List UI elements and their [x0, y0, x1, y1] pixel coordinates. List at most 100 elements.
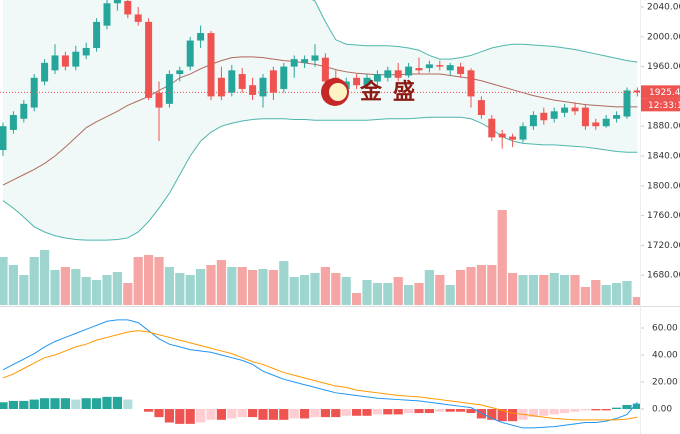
candle-body: [311, 55, 319, 61]
volume-bar: [622, 281, 632, 305]
macd-histogram-bar: [237, 409, 247, 418]
volume-bar: [435, 275, 445, 305]
macd-histogram-bar: [560, 409, 570, 414]
macd-histogram-bar: [487, 409, 497, 420]
volume-bar: [508, 273, 518, 305]
volume-bar: [185, 275, 195, 305]
candle-body: [509, 136, 517, 140]
candle-body: [30, 77, 38, 108]
macd-histogram-bar: [508, 409, 518, 422]
candle-body: [217, 77, 225, 97]
volume-bar: [102, 275, 112, 305]
macd-histogram-bar: [0, 402, 8, 410]
macd-histogram-bar: [310, 409, 320, 418]
macd-histogram-bar: [289, 409, 299, 419]
candle-body: [550, 111, 558, 119]
candle-body: [249, 85, 257, 95]
macd-histogram-bar: [164, 409, 174, 423]
watermark: 金 盛: [321, 78, 415, 106]
candle-body: [176, 70, 184, 75]
y-tick-label: 1800.00: [647, 181, 680, 191]
macd-histogram-bar: [50, 398, 60, 410]
macd-histogram-bar: [268, 409, 278, 420]
macd-histogram-bar: [456, 409, 466, 412]
price-panel: [0, 0, 640, 305]
candle-body: [290, 59, 298, 67]
macd-histogram-bar: [404, 409, 414, 414]
y-tick-label: 1960.00: [647, 62, 680, 72]
macd-histogram-bar: [362, 409, 372, 416]
last-price-label: 1925.44: [649, 88, 680, 98]
candle-body: [405, 66, 413, 76]
macd-histogram-bar: [580, 409, 590, 411]
candle-body: [228, 70, 236, 93]
macd-histogram-bar: [632, 403, 640, 410]
volume-bar: [258, 269, 268, 305]
candle-body: [269, 70, 277, 93]
macd-histogram-bar: [29, 399, 39, 410]
macd-histogram-bar: [19, 400, 29, 410]
macd-histogram-bar: [60, 398, 70, 410]
macd-histogram-bar: [601, 409, 611, 411]
volume-bar: [601, 285, 611, 305]
volume-bar: [456, 270, 466, 305]
candle-body: [384, 70, 392, 78]
candle-body: [51, 55, 59, 71]
candle-body: [394, 70, 402, 78]
volume-bar: [92, 280, 102, 305]
candle-body: [113, 0, 121, 4]
candle-body: [519, 126, 527, 140]
candle-body: [207, 33, 215, 97]
axis: 2040.002000.001960.001920.001880.001840.…: [640, 3, 680, 415]
volume-bar: [570, 275, 580, 305]
macd-histogram-bar: [92, 398, 102, 410]
candle-body: [529, 115, 537, 127]
candle-body: [280, 66, 288, 89]
volume-bar: [591, 280, 601, 305]
volume-bar: [476, 265, 486, 305]
candle-body: [498, 133, 506, 138]
candle-body: [425, 64, 433, 69]
volume-bar: [196, 269, 206, 305]
macd-histogram-bar: [123, 399, 133, 410]
candle-body: [613, 115, 621, 119]
volume-bar: [154, 257, 164, 305]
volume-bar: [289, 277, 299, 305]
candle-body: [592, 122, 600, 127]
candle-body: [72, 51, 80, 67]
macd-tick-label: 0.00: [652, 405, 672, 415]
volume-bar: [29, 257, 39, 305]
macd-histogram-bar: [102, 396, 112, 410]
volume-bar: [632, 297, 640, 305]
volume-bar: [248, 270, 258, 305]
volume-bar: [393, 277, 403, 305]
volume-bar: [539, 275, 549, 305]
macd-histogram-bar: [570, 409, 580, 412]
band-line: [2, 116, 638, 241]
volume-bar: [518, 275, 528, 305]
candle-body: [41, 62, 49, 82]
volume-bar: [71, 269, 81, 305]
volume-bar: [497, 210, 507, 305]
candle-body: [124, 1, 132, 15]
candle-body: [301, 59, 309, 63]
macd-histogram-bar: [279, 409, 289, 420]
volume-bar: [424, 270, 434, 305]
macd-histogram-bar: [539, 409, 549, 416]
macd-histogram-bar: [71, 399, 81, 410]
macd-histogram-bar: [144, 409, 154, 412]
volume-bar: [560, 275, 570, 305]
macd-histogram-bar: [112, 396, 122, 410]
band-line: [3, 0, 638, 63]
macd-tick-label: 40.00: [652, 350, 678, 360]
volume-bar: [50, 270, 60, 305]
band-line: [2, 56, 638, 186]
macd-histogram-bar: [476, 409, 486, 419]
candle-body: [623, 90, 631, 117]
volume-bar: [383, 283, 393, 305]
volume-bar: [123, 283, 133, 305]
macd-histogram-bar: [352, 409, 362, 416]
candle-body: [467, 70, 475, 97]
volume-bar: [133, 257, 143, 305]
